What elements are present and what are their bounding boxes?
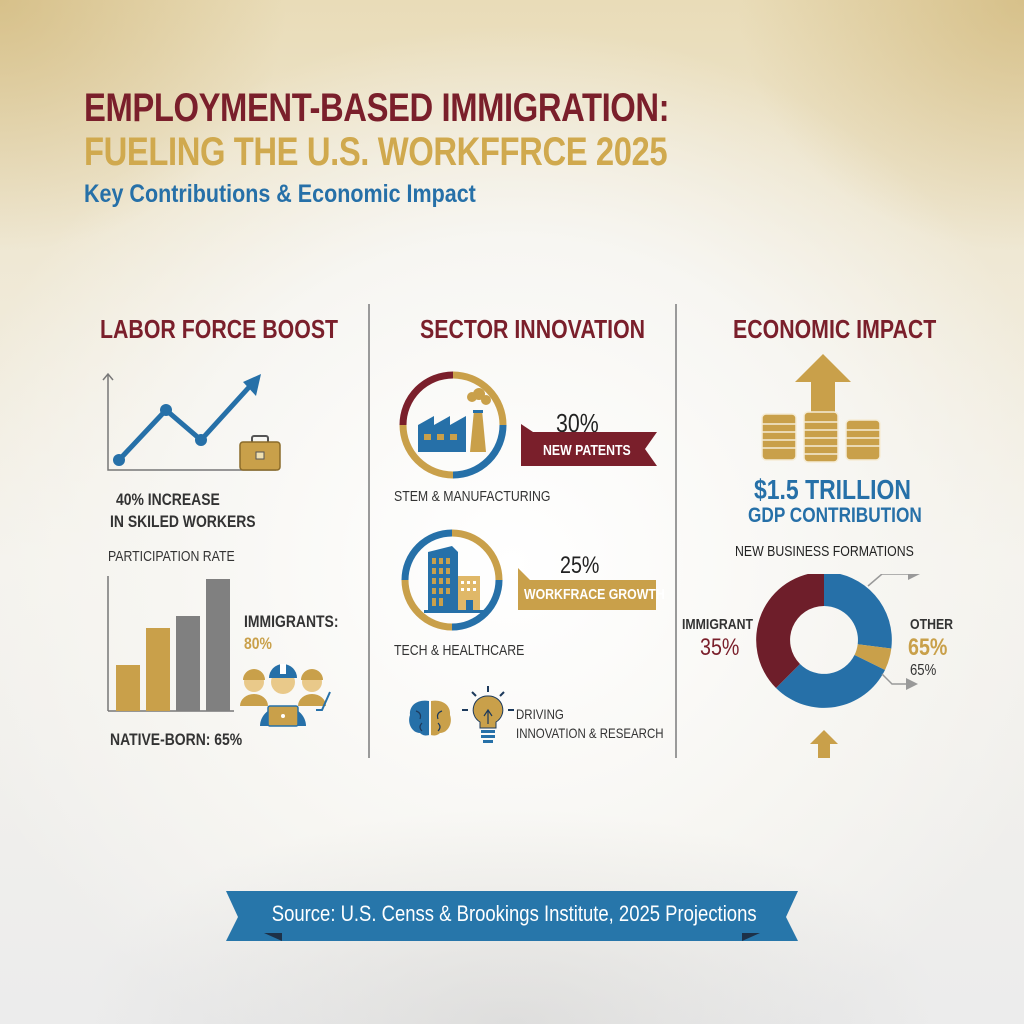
participation-rate-label: PARTICIPATION RATE	[108, 548, 235, 565]
page-title-line2: FUELING THE U.S. WORKFFRCE 2025	[84, 130, 668, 174]
new-business-label: NEW BUSINESS FORMATIONS	[735, 543, 914, 560]
source-ribbon: Source: U.S. Censs & Brookings Institute…	[226, 891, 798, 943]
economic-impact-title: ECONOMIC IMPACT	[733, 314, 937, 344]
sector-innovation-title: SECTOR INNOVATION	[420, 314, 646, 344]
gdp-value: $1.5 TRILLION	[754, 474, 911, 505]
other-value: 65%	[908, 634, 948, 661]
source-text: Source: U.S. Censs & Brookings Institute…	[271, 901, 757, 926]
line-chart-up-icon	[102, 372, 276, 471]
tech-label: TECH & HEALTHCARE	[394, 642, 525, 659]
native-born-label: NATIVE-BORN: 65%	[110, 730, 243, 749]
lightbulb-icon	[462, 686, 514, 743]
briefcase-icon	[239, 435, 281, 471]
participation-bar-chart	[107, 576, 234, 712]
column-divider	[675, 304, 677, 758]
other-label: OTHER	[910, 616, 954, 633]
office-building-icon	[401, 529, 503, 631]
research-line1: DRIVING	[516, 706, 564, 722]
new-patents-badge-bg	[521, 424, 657, 466]
increase-line1: 40% INCREASE	[116, 490, 220, 509]
new-patents-badge: NEW PATENTS	[543, 442, 631, 459]
page-title-line1: EMPLOYMENT-BASED IMMIGRATION:	[84, 86, 670, 130]
other-value-secondary: 65%	[910, 662, 937, 679]
labor-force-title: LABOR FORCE BOOST	[100, 314, 339, 344]
immigrants-label: IMMIGRANTS:	[244, 612, 339, 631]
immigrant-label: IMMIGRANT	[682, 616, 754, 633]
gdp-label: GDP CONTRIBUTION	[748, 504, 922, 527]
page-subtitle: Key Contributions & Economic Impact	[84, 180, 476, 208]
brain-icon	[409, 700, 451, 736]
workforce-growth-badge-bg	[518, 568, 656, 610]
column-divider	[368, 304, 370, 758]
immigrants-value: 80%	[244, 634, 272, 653]
business-donut-chart	[756, 574, 920, 758]
tech-value: 25%	[560, 552, 600, 579]
workers-with-laptop-icon	[240, 664, 331, 727]
stem-label: STEM & MANUFACTURING	[394, 488, 551, 505]
immigrant-value: 35%	[700, 634, 740, 661]
increase-line2: IN SKILED WORKERS	[110, 512, 256, 531]
ribbon-shape	[226, 891, 798, 941]
research-line2: INNOVATION & RESEARCH	[516, 725, 664, 741]
workforce-growth-badge: WORKFRACE GROWTH	[524, 586, 665, 603]
factory-icon	[399, 371, 507, 479]
page-header: EMPLOYMENT-BASED IMMIGRATION: FUELING TH…	[84, 86, 798, 209]
coin-stacks-up-arrow-icon	[761, 354, 881, 463]
